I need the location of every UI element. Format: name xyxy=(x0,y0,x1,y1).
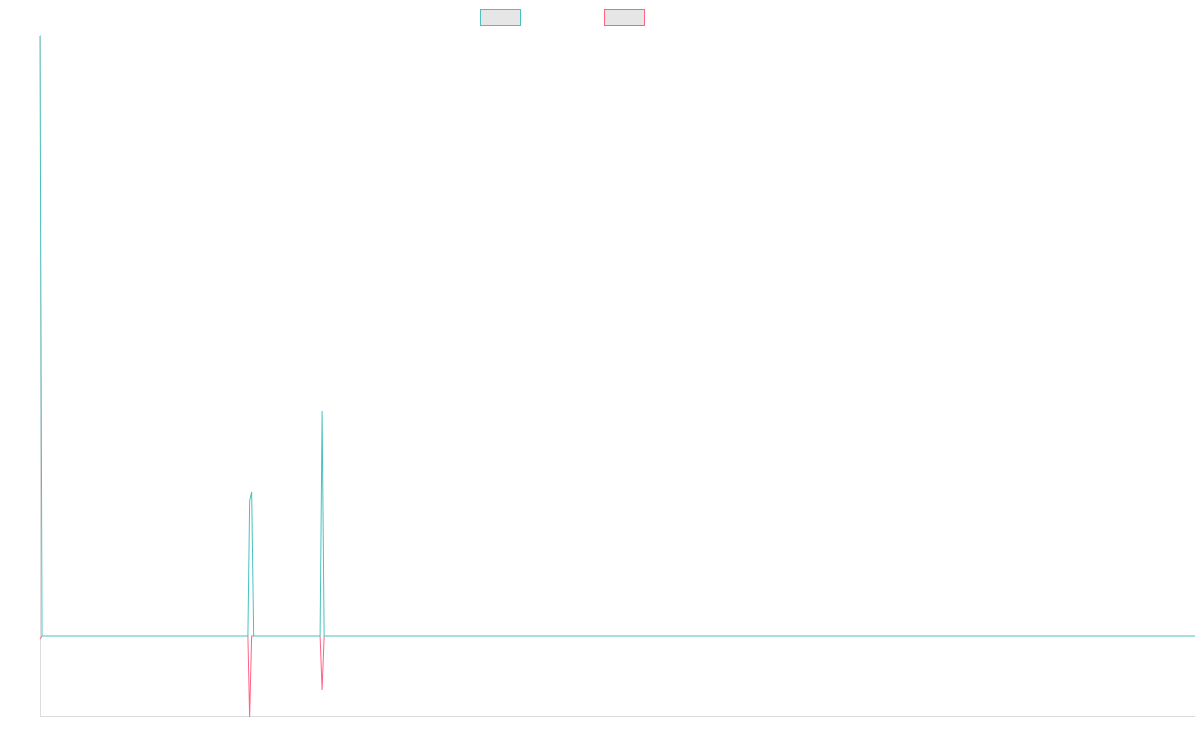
series-line-1 xyxy=(39,35,1195,637)
legend-item-2[interactable] xyxy=(604,9,645,26)
legend xyxy=(480,9,645,26)
series-layer xyxy=(39,35,1195,718)
legend-swatch-1 xyxy=(480,9,521,26)
legend-item-1[interactable] xyxy=(480,9,521,26)
legend-swatch-2 xyxy=(604,9,645,26)
chart-axes xyxy=(40,35,1195,717)
series-line-2 xyxy=(39,635,1195,718)
